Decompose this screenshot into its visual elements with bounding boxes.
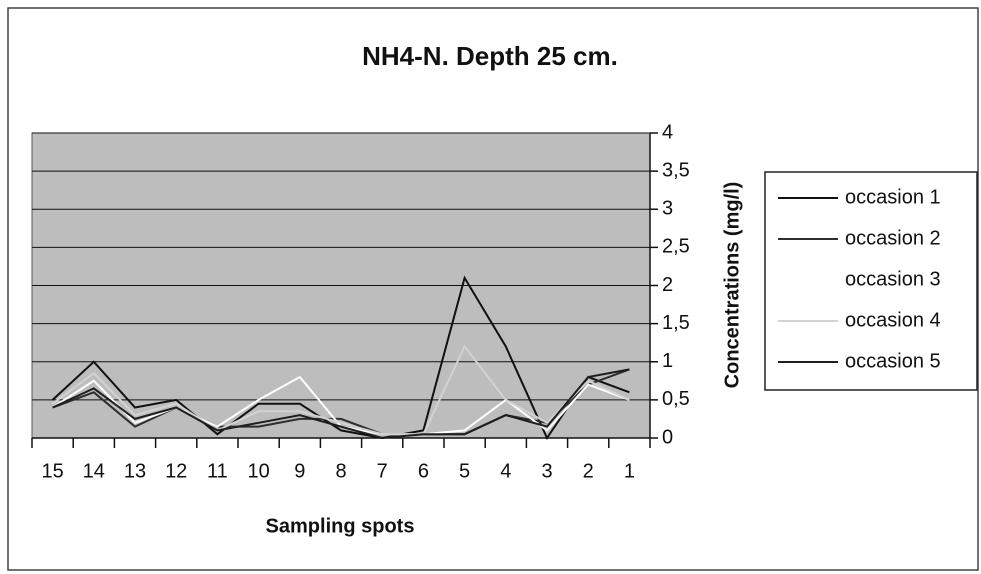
y-tick-label: 4 — [662, 121, 673, 143]
x-tick-label: 5 — [459, 460, 470, 482]
y-tick-label: 3 — [662, 198, 673, 220]
chart-title: NH4-N. Depth 25 cm. — [362, 41, 618, 71]
y-tick-label: 1 — [662, 350, 673, 372]
series-line — [52, 344, 630, 436]
x-tick-label: 9 — [294, 460, 305, 482]
legend-label: occasion 3 — [845, 268, 941, 290]
series-line — [52, 368, 630, 440]
x-tick-label: 7 — [377, 460, 388, 482]
x-axis-title: Sampling spots — [266, 515, 415, 537]
y-tick-label: 3,5 — [662, 159, 690, 181]
x-tick-label: 11 — [207, 460, 228, 482]
x-tick-label: 15 — [41, 460, 63, 482]
y-tick-label: 0 — [662, 426, 673, 448]
x-tick-label: 14 — [83, 460, 105, 482]
x-tick-label: 1 — [624, 460, 635, 482]
x-tick-label: 13 — [124, 460, 146, 482]
y-tick-label: 2,5 — [662, 236, 690, 258]
x-tick-label: 2 — [583, 460, 594, 482]
legend-label: occasion 1 — [845, 186, 941, 208]
y-tick-label: 1,5 — [662, 312, 690, 334]
y-tick-label: 2 — [662, 274, 673, 296]
x-tick-label: 12 — [165, 460, 187, 482]
legend-label: occasion 4 — [845, 309, 941, 331]
y-axis-title: Concentrations (mg/l) — [721, 182, 743, 389]
x-tick-label: 4 — [500, 460, 511, 482]
series-line — [51, 275, 630, 441]
x-tick-label: 10 — [247, 460, 269, 482]
x-tick-label: 8 — [335, 460, 346, 482]
y-tick-label: 0,5 — [662, 388, 690, 410]
x-tick-label: 3 — [541, 460, 552, 482]
x-tick-label: 6 — [418, 460, 429, 482]
legend-label: occasion 5 — [845, 350, 941, 372]
legend-label: occasion 2 — [845, 227, 941, 249]
